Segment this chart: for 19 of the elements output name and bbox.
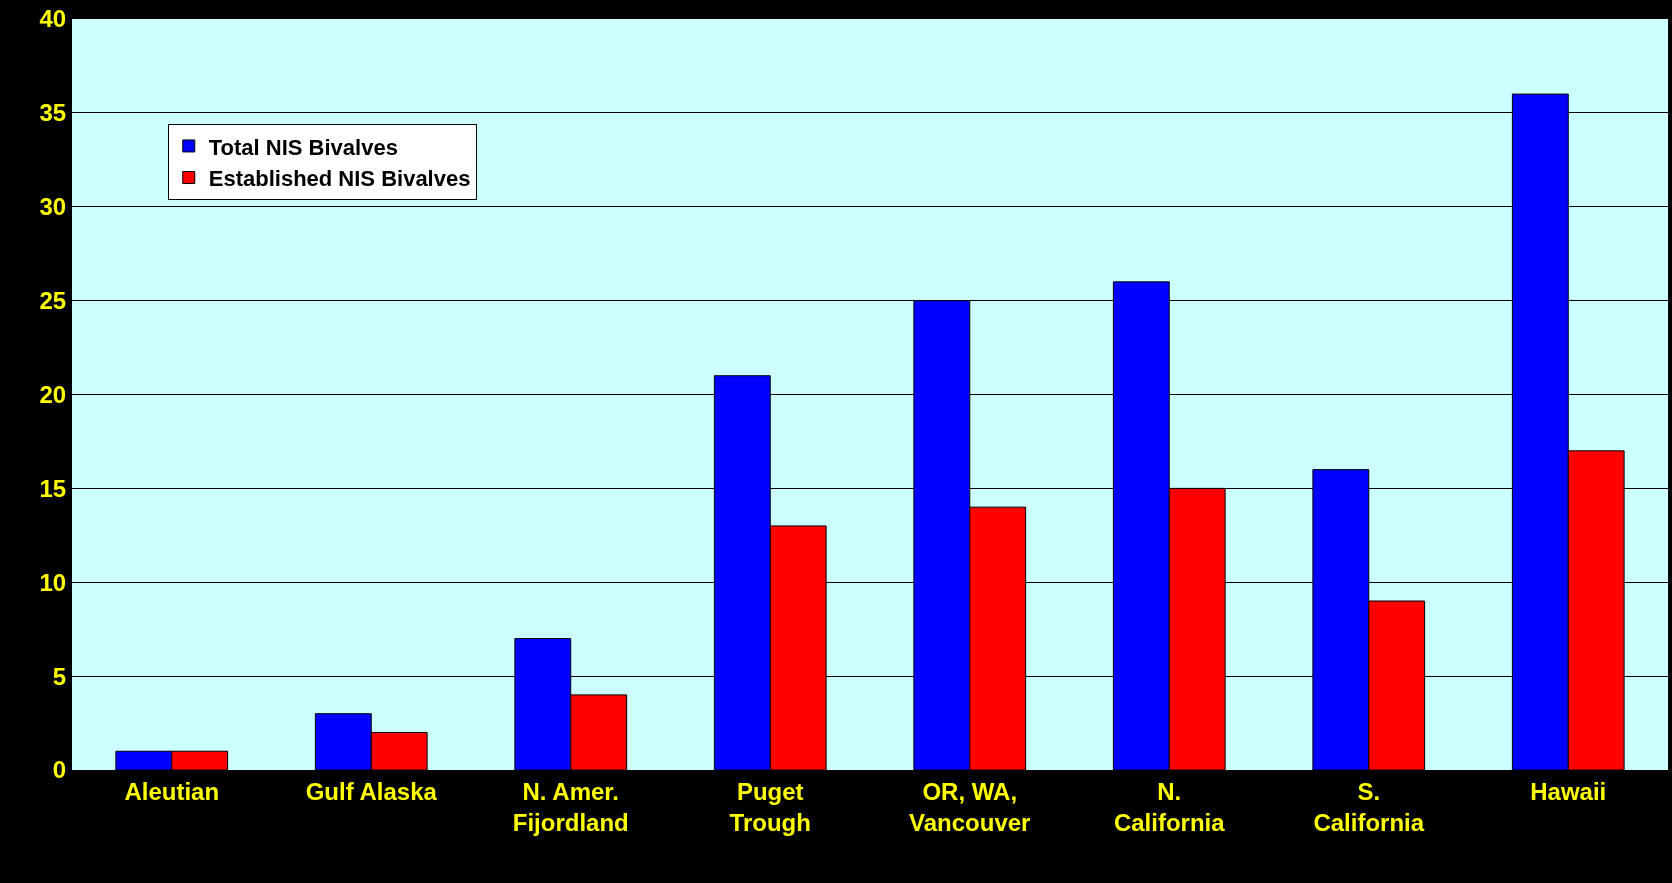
x-tick-label: Gulf Alaska	[305, 777, 438, 805]
x-tick-label: N. Amer. Fijordland	[512, 777, 629, 836]
y-tick-label: 5	[52, 662, 67, 690]
y-tick-label: 40	[39, 5, 67, 33]
y-tick-label: 10	[39, 568, 67, 596]
y-tick-label: 15	[39, 474, 67, 502]
legend-label: Total NIS Bivalves	[208, 134, 398, 160]
y-tick-label: 35	[39, 99, 67, 127]
y-tick-label: 0	[52, 756, 67, 784]
x-tick-label: S. California	[1313, 777, 1425, 836]
x-tick-label: N. California	[1113, 777, 1226, 836]
y-tick-label: 25	[39, 287, 67, 315]
legend-label: Established NIS Bivalves	[208, 166, 471, 192]
y-tick-label: 30	[39, 193, 67, 221]
x-tick-label: Hawaii	[1530, 777, 1607, 805]
y-tick-label: 20	[39, 380, 67, 408]
x-tick-label: Aleutian	[124, 777, 220, 805]
x-tick-label: OR, WA, Vancouver	[909, 777, 1031, 836]
x-tick-label: Puget Trough	[729, 777, 811, 836]
